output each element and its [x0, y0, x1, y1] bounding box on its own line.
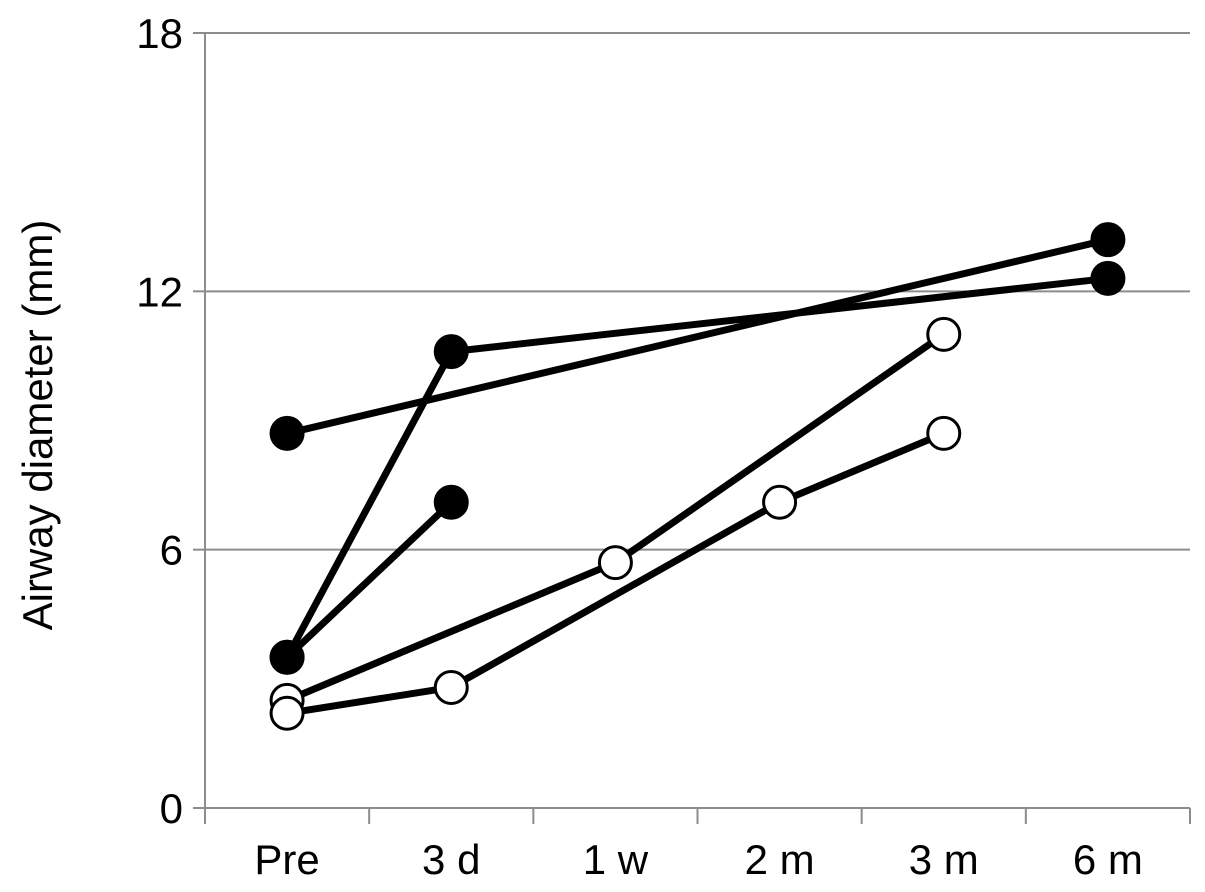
- series-line-4: [283, 330, 948, 704]
- y-tick-label: 6: [160, 527, 183, 574]
- data-point-open: [926, 415, 962, 451]
- x-tick-labels: Pre 3 d 1 w 2 m 3 m 6 m: [254, 836, 1143, 883]
- data-point-filled: [1090, 260, 1126, 296]
- x-tick-label: 3 m: [909, 836, 979, 883]
- x-tick-label: 2 m: [745, 836, 815, 883]
- data-point-open: [433, 669, 469, 705]
- data-point-filled: [269, 639, 305, 675]
- x-tick-label: 1 w: [583, 836, 649, 883]
- series-line-5: [283, 429, 948, 717]
- data-point-filled: [269, 415, 305, 451]
- axes: [193, 32, 1191, 824]
- x-tick-label: Pre: [254, 836, 319, 883]
- x-tick-label: 3 d: [422, 836, 480, 883]
- y-tick-label: 18: [136, 10, 183, 57]
- data-point-filled: [433, 484, 469, 520]
- y-tick-label: 0: [160, 785, 183, 832]
- data-point-open: [926, 316, 962, 352]
- y-tick-label: 12: [136, 268, 183, 315]
- grid-lines: [205, 32, 1190, 551]
- series-line-1: [283, 236, 1112, 437]
- series: [269, 222, 1126, 731]
- data-point-open: [597, 545, 633, 581]
- y-tick-labels: 0 6 12 18: [136, 10, 183, 832]
- x-tick-label: 6 m: [1073, 836, 1143, 883]
- data-point-filled: [433, 334, 469, 370]
- data-point-open: [269, 695, 305, 731]
- y-axis-title: Airway diameter (mm): [14, 220, 61, 631]
- data-point-open: [762, 484, 798, 520]
- data-point-filled: [1090, 222, 1126, 258]
- series-line-3: [283, 498, 455, 661]
